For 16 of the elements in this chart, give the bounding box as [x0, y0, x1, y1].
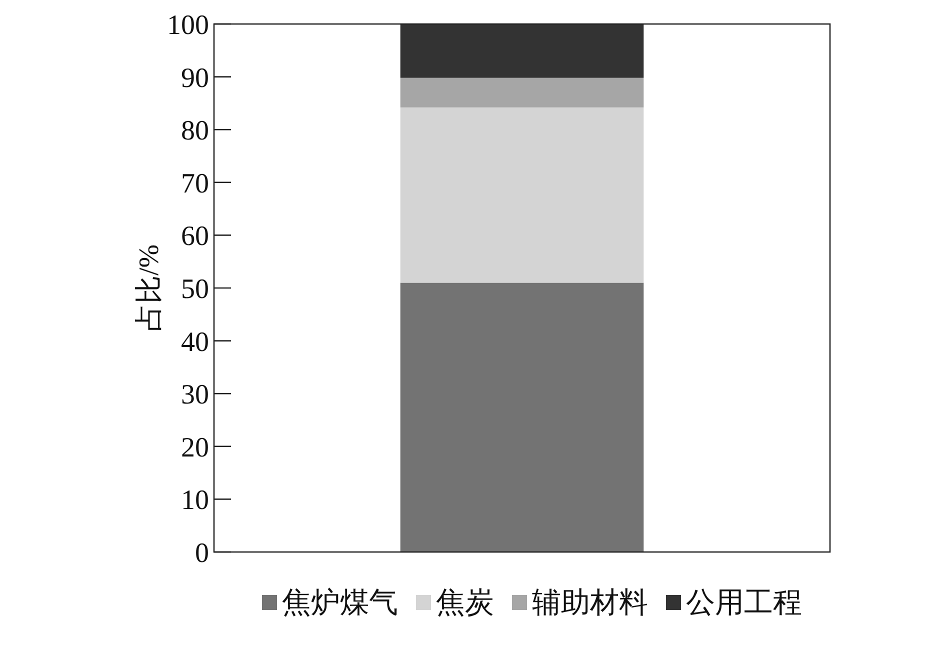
y-tick-label: 50: [181, 274, 209, 305]
y-tick-label: 10: [181, 485, 209, 516]
y-tick-label: 20: [181, 432, 209, 464]
legend-label: 焦炭: [436, 587, 494, 619]
y-tick-label: 70: [181, 168, 209, 200]
y-tick-label: 40: [181, 326, 209, 358]
y-tick-label: 60: [181, 221, 209, 252]
y-tick-label: 80: [181, 116, 209, 147]
y-tick-label: 100: [167, 10, 209, 41]
legend-label: 公用工程: [686, 587, 802, 619]
y-axis-title: 占比/%: [134, 244, 165, 332]
y-tick-label: 30: [181, 380, 209, 411]
y-tick-label: 0: [195, 538, 209, 569]
y-tick-label: 90: [181, 62, 209, 94]
legend-label: 焦炉煤气: [282, 587, 398, 619]
legend-label: 辅助材料: [532, 587, 648, 619]
